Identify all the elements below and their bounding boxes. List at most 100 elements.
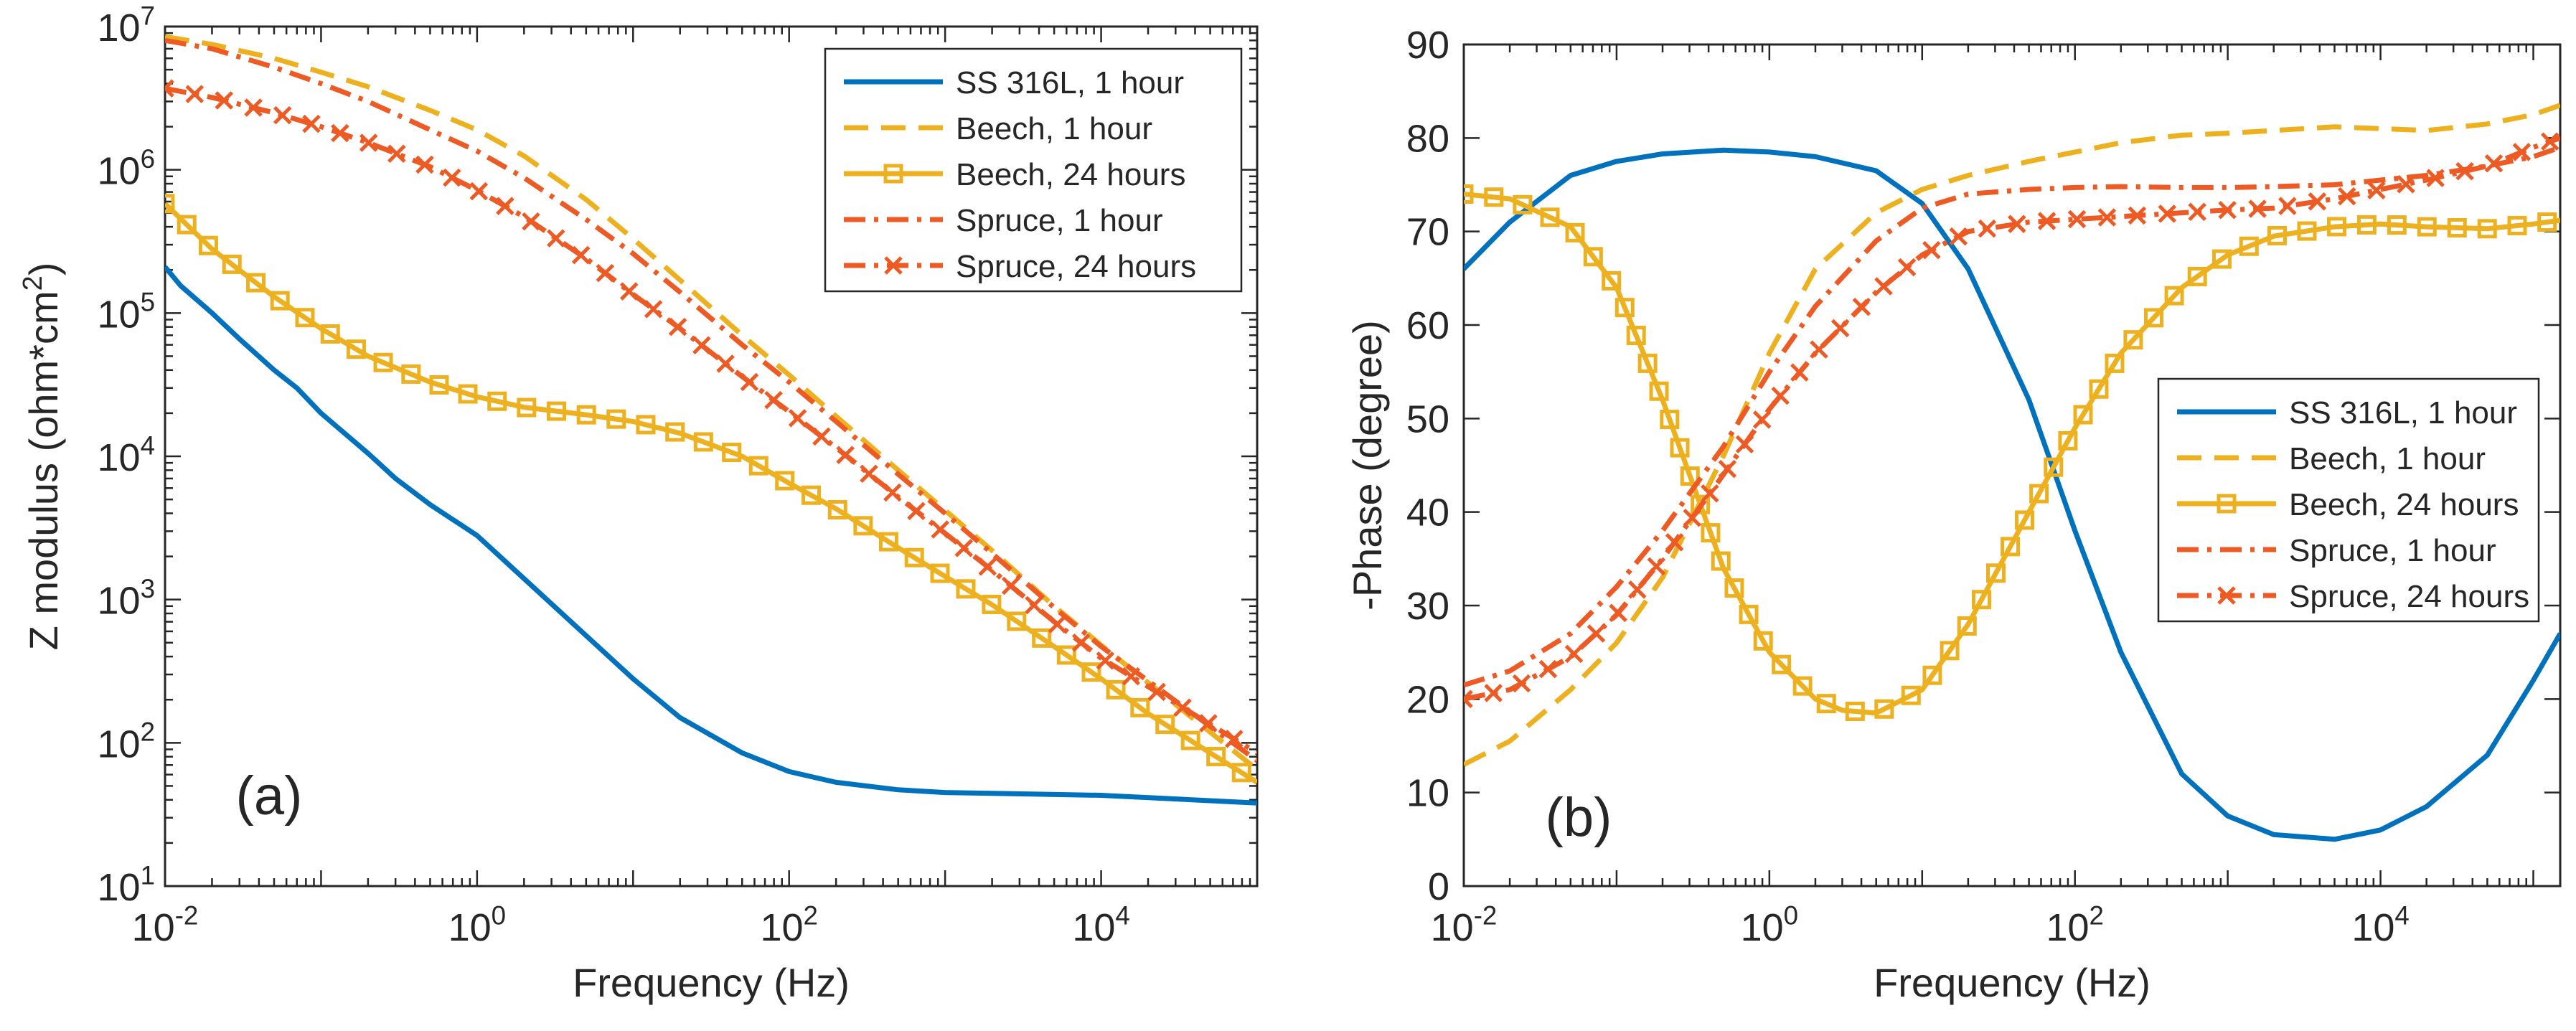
series-marker-2: [801, 485, 821, 505]
series-marker-2: [295, 308, 315, 328]
series-marker-4: [1752, 410, 1772, 429]
series-marker-2: [2447, 217, 2467, 237]
y-tick-label: 10: [1406, 772, 1449, 815]
x-tick-label-exp: -2: [175, 900, 199, 930]
series-marker-2: [2477, 219, 2497, 239]
series-marker-4: [571, 245, 591, 265]
series-marker-2: [177, 215, 197, 235]
x-axis-label: Frequency (Hz): [573, 960, 850, 1005]
series-marker-4: [1771, 386, 1790, 405]
series-marker-2: [2029, 484, 2049, 504]
legend-entry-1: Beech, 1 hour: [2289, 441, 2486, 476]
series-line-0: [1464, 147, 2560, 842]
series-marker-2: [904, 547, 924, 568]
legend-marker-2: [2217, 494, 2237, 514]
series-line-0: [165, 265, 1257, 806]
series-marker-4: [469, 182, 489, 201]
series-marker-4: [1122, 667, 1141, 686]
series-marker-2: [2537, 212, 2557, 232]
x-tick-label-base: 10: [2351, 906, 2394, 949]
x-tick-label: 100: [1741, 900, 1799, 949]
series-marker-2: [827, 499, 847, 519]
series-marker-4: [836, 446, 855, 464]
series-marker-4: [2008, 215, 2026, 233]
panel-label: (a): [236, 766, 303, 827]
series-marker-4: [1538, 659, 1558, 679]
series-marker-4: [2512, 143, 2532, 161]
legend-entry-3: Spruce, 1 hour: [2289, 533, 2496, 568]
y-tick-label: 106: [98, 144, 156, 193]
series-marker-4: [185, 85, 205, 103]
y-tick-label: 20: [1406, 678, 1449, 721]
x-axis-label: Frequency (Hz): [1874, 960, 2150, 1005]
x-tick-label-base: 10: [1741, 906, 1784, 949]
series-marker-2: [1724, 578, 1744, 598]
series-marker-2: [1484, 187, 1504, 207]
series-marker-2: [982, 594, 1002, 614]
x-tick-label-base: 10: [448, 906, 492, 949]
series-marker-4: [1512, 674, 1531, 693]
series-marker-2: [546, 401, 566, 421]
series-marker-2: [1739, 604, 1759, 624]
series-marker-2: [2267, 225, 2287, 245]
y-tick-label: 104: [98, 430, 156, 479]
y-tick-label: 105: [98, 288, 156, 336]
series-line-1: [165, 34, 1257, 772]
x-tick-label-exp: 0: [492, 900, 506, 930]
series-marker-2: [1680, 466, 1700, 486]
series-marker-2: [2073, 405, 2093, 425]
series-marker-4: [978, 557, 997, 576]
series-marker-2: [1056, 645, 1076, 665]
series-marker-2: [2164, 286, 2184, 306]
y-tick-label-exp: 1: [141, 860, 155, 890]
series-marker-4: [619, 282, 639, 301]
series-marker-4: [812, 427, 831, 446]
legend-box: [2157, 377, 2540, 623]
series-marker-4: [547, 229, 565, 248]
series-marker-4: [907, 502, 926, 521]
x-tick-label-exp: -2: [1474, 900, 1498, 930]
series-marker-4: [496, 197, 514, 215]
series-marker-4: [165, 79, 174, 98]
series-marker-2: [1637, 353, 1658, 373]
series-marker-2: [1231, 763, 1251, 783]
series-marker-2: [1032, 628, 1052, 648]
legend-entry-3: Spruce, 1 hour: [956, 203, 1163, 238]
series-marker-4: [2128, 206, 2147, 225]
y-tick-label: 80: [1406, 117, 1449, 160]
series-marker-2: [2044, 457, 2064, 477]
series-marker-2: [1513, 194, 1533, 215]
series-marker-2: [1670, 438, 1690, 458]
series-marker-2: [1940, 641, 1960, 661]
x-tick-label: 102: [760, 900, 818, 949]
series-marker-4: [668, 317, 687, 336]
series-marker-4: [302, 114, 321, 133]
legend-entry-4: Spruce, 24 hours: [956, 249, 1196, 284]
series-marker-2: [2015, 510, 2035, 530]
series-marker-4: [2367, 181, 2386, 199]
series-marker-2: [517, 397, 537, 418]
series-marker-4: [931, 520, 949, 539]
y-tick-label-base: 10: [98, 293, 141, 336]
series-marker-2: [222, 254, 242, 274]
series-marker-4: [1173, 698, 1192, 717]
y-tick-label: 101: [98, 860, 156, 909]
series-marker-2: [853, 516, 873, 536]
series-marker-2: [165, 194, 175, 214]
series-marker-4: [788, 409, 807, 428]
series-marker-2: [1772, 654, 1792, 674]
series-marker-4: [1701, 484, 1719, 503]
series-marker-2: [1691, 494, 1711, 514]
series-marker-4: [2308, 192, 2327, 211]
series-marker-2: [2387, 215, 2407, 235]
x-tick-label-base: 10: [1431, 906, 1474, 949]
series-marker-2: [1540, 207, 1560, 227]
series-marker-2: [2001, 537, 2021, 557]
series-marker-2: [2089, 379, 2109, 399]
series-marker-4: [1949, 227, 1968, 246]
y-axis-label-sup: 2: [18, 276, 48, 291]
series-marker-4: [359, 133, 378, 152]
series-marker-2: [930, 563, 950, 583]
series-marker-4: [1609, 603, 1627, 623]
